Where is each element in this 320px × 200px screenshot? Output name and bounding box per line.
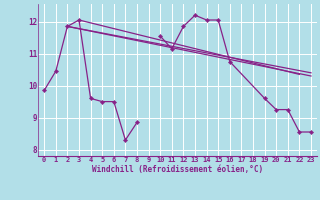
X-axis label: Windchill (Refroidissement éolien,°C): Windchill (Refroidissement éolien,°C) (92, 165, 263, 174)
